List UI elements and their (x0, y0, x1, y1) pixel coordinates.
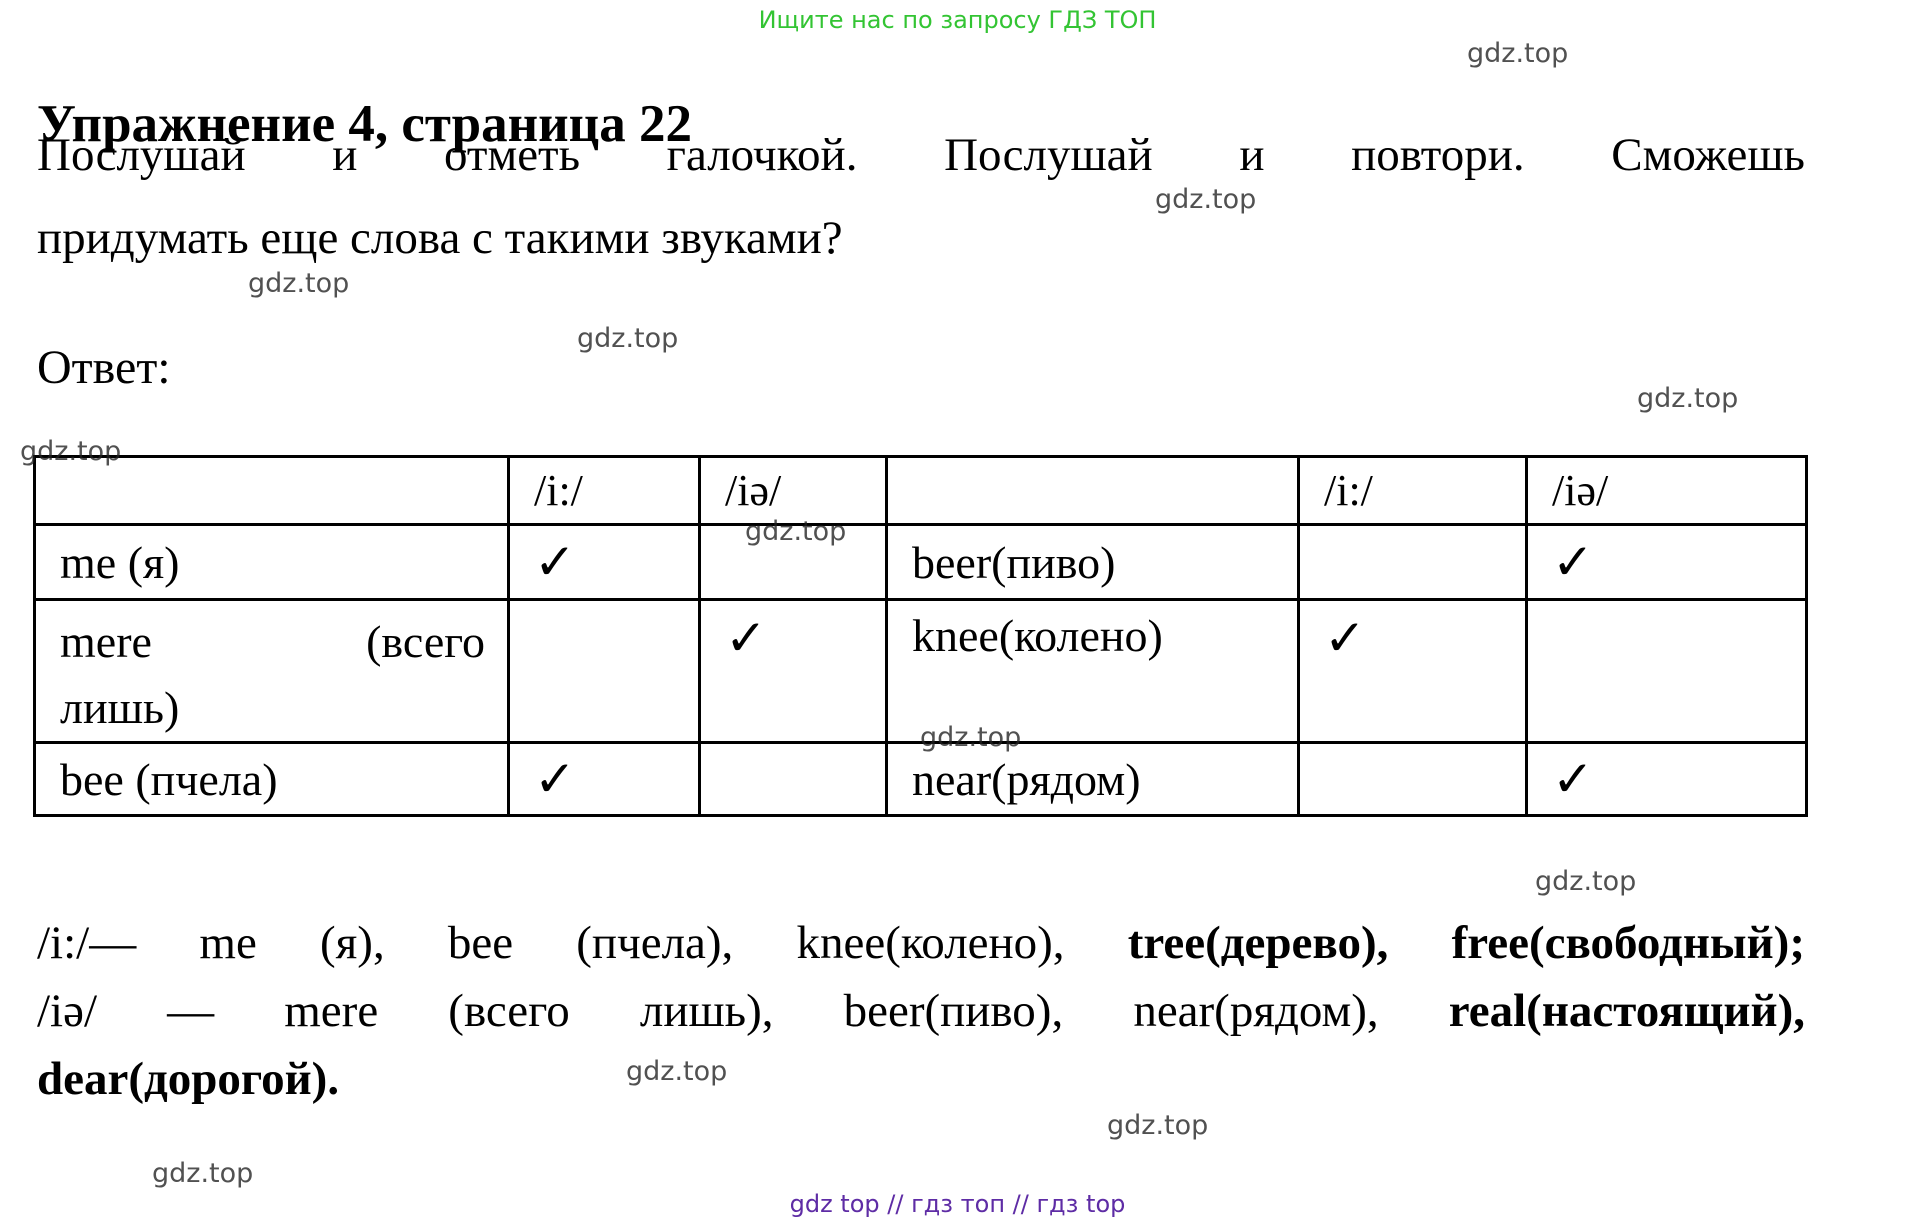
gdz-watermark: gdz.top (1535, 866, 1637, 897)
check-bee-i: ✓ (507, 741, 701, 817)
phonetics-table: /i:/ /iə/ /i:/ /iə/ me (я) ✓ beer(пиво) … (33, 455, 1808, 817)
header-sound-i-left: /i:/ (507, 455, 701, 526)
task-text-line2: придумать еще слова с такими звуками? (37, 212, 843, 264)
word-mere: mere (всего лишь) (33, 598, 510, 744)
header-sound-ia-right: /iə/ (1525, 455, 1808, 526)
check-me-i: ✓ (507, 523, 701, 601)
gdz-watermark: gdz.top (577, 323, 679, 354)
empty-cell (507, 598, 701, 744)
gdz-watermark: gdz.top (1155, 184, 1257, 215)
check-beer-ia: ✓ (1525, 523, 1808, 601)
word-mere-part2: (всего (366, 616, 485, 667)
task-text-line1: Послушай и отметь галочкой. Послушай и п… (37, 129, 1805, 181)
word-near: near(рядом) (885, 741, 1300, 817)
check-icon: ✓ (1552, 751, 1594, 807)
gdz-watermark: gdz.top (20, 436, 122, 467)
header-empty-left (33, 455, 510, 526)
word-knee: knee(колено) (885, 598, 1300, 744)
check-near-ia: ✓ (1525, 741, 1808, 817)
gdz-watermark: gdz.top (1467, 38, 1569, 69)
header-sound-ia-left: /iə/ (698, 455, 888, 526)
empty-cell (1297, 523, 1528, 601)
gdz-watermark: gdz.top (920, 722, 1022, 753)
table-header-row: /i:/ /iə/ /i:/ /iə/ (33, 455, 1808, 526)
check-icon: ✓ (725, 610, 767, 666)
gdz-watermark: gdz.top (1637, 383, 1739, 414)
gdz-watermark: gdz.top (152, 1158, 254, 1189)
word-bee: bee (пчела) (33, 741, 510, 817)
table-row: mere (всего лишь) ✓ knee(колено) ✓ (33, 598, 1808, 744)
answer-line2-bold: real(настоящий), (1448, 985, 1805, 1037)
promo-banner: Ищите нас по запросу ГДЗ ТОП (758, 6, 1157, 34)
word-mere-part1: mere (60, 616, 152, 667)
check-icon: ✓ (1324, 610, 1366, 666)
header-empty-right (885, 455, 1300, 526)
answer-line-2: /iə/ — mere (всего лишь), beer(пиво), ne… (37, 984, 1805, 1038)
gdz-watermark: gdz.top (745, 516, 847, 547)
answer-line-1: /i:/— me (я), bee (пчела), knee(колено),… (37, 916, 1805, 970)
table-row: me (я) ✓ beer(пиво) ✓ (33, 523, 1808, 601)
answer-line2-regular: /iə/ — mere (всего лишь), beer(пиво), ne… (37, 985, 1379, 1037)
exercise-title: Упражнение 4, страница 22 (37, 94, 692, 153)
empty-cell (1525, 598, 1808, 744)
gdz-watermark: gdz.top (626, 1056, 728, 1087)
gdz-watermark: gdz.top (248, 268, 350, 299)
answer-label: Ответ: (37, 341, 171, 394)
answer-line1-regular: /i:/— me (я), bee (пчела), knee(колено), (37, 917, 1065, 969)
check-mere-ia: ✓ (698, 598, 888, 744)
check-icon: ✓ (1552, 534, 1594, 590)
table-row: bee (пчела) ✓ near(рядом) ✓ (33, 741, 1808, 817)
word-me: me (я) (33, 523, 510, 601)
check-knee-i: ✓ (1297, 598, 1528, 744)
footer-links: gdz top // гдз топ // гдз top (789, 1190, 1126, 1218)
empty-cell (698, 741, 888, 817)
empty-cell (698, 523, 888, 601)
gdz-watermark: gdz.top (1107, 1110, 1209, 1141)
word-mere-part3: лишь) (60, 682, 180, 733)
answer-line1-bold: tree(дерево), free(свободный); (1127, 917, 1805, 969)
check-icon: ✓ (534, 534, 576, 590)
check-icon: ✓ (534, 751, 576, 807)
empty-cell (1297, 741, 1528, 817)
header-sound-i-right: /i:/ (1297, 455, 1528, 526)
answer-line-3: dear(дорогой). (37, 1053, 340, 1105)
word-beer: beer(пиво) (885, 523, 1300, 601)
